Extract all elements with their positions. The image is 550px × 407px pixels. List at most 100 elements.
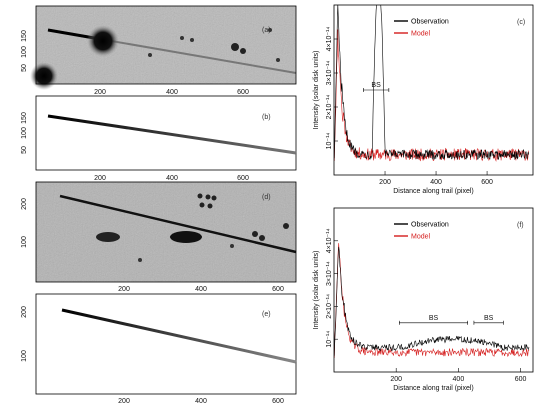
chart-f: 200 400 600 10⁻¹⁴ 2×10⁻¹⁴ 3×10⁻¹⁴ 4×10⁻¹⁴ Dista… [313,207,534,392]
x-tick-label: 600 [272,398,284,405]
x-axis-title: Distance along trail (pixel) [393,385,474,392]
x-tick-label: 600 [515,376,527,383]
panel-a-yticks: 150 100 50 [21,30,28,72]
panel-tag: (f) [517,222,524,229]
x-tick-label: 600 [481,179,493,186]
y-tick-label: 200 [21,198,28,210]
panel-d-star [252,231,258,237]
panel-a-star [268,28,272,32]
panel-d-star [211,195,217,201]
x-tick-label: 200 [94,89,106,96]
x-tick-label: 400 [166,175,178,182]
y-tick-label: 100 [21,127,28,139]
y-tick-label: 2×10⁻¹⁴ [326,294,333,319]
annotation-label: BS [429,315,439,322]
panel-e-frame [35,293,297,395]
panel-e-xticks: 200 400 600 [118,398,284,405]
panel-d-star [207,203,213,209]
chart-c: 200 400 600 10⁻¹⁴ 2×10⁻¹⁴ 3×10⁻¹⁴ 4×10⁻¹⁴ Dista… [313,4,534,195]
panel-d-star [197,193,203,199]
panel-a-grain [36,6,296,84]
x-tick-label: 400 [430,179,442,186]
plot-frame [333,207,534,373]
panel-d-star-cluster [170,231,202,243]
panel-d-yticks: 200 100 [21,198,28,248]
panel-a-xticks: 200 400 600 [94,89,249,96]
panel-e-yticks: 200 100 [21,306,28,362]
y-tick-label: 3×10⁻¹⁴ [326,61,333,86]
x-tick-label: 200 [390,376,402,383]
x-tick-label: 200 [379,179,391,186]
panel-b-trail [47,114,297,155]
x-tick-label: 600 [272,286,284,293]
y-tick-label: 10⁻¹⁴ [326,133,333,150]
y-tick-label: 50 [21,146,28,154]
y-tick-label: 200 [21,306,28,318]
panel-b: (b) 200 400 600 150 100 50 [21,95,297,182]
panel-e-tag: (e) [262,311,271,318]
panel-a-star [231,43,239,51]
legend-label: Observation [411,19,449,26]
panel-b-yticks: 150 100 50 [21,112,28,154]
panel-a-tag: (a) [262,27,271,34]
y-axis-title: Intensity (solar disk units) [313,51,320,130]
panel-a-star [148,53,152,57]
y-tick-label: 2×10⁻¹⁴ [326,95,333,120]
panel-b-tag: (b) [262,114,271,121]
series-line-observation [334,5,529,161]
panel-e-trail [61,308,297,364]
legend-label: Model [411,234,431,241]
panel-d-star [283,223,289,229]
y-tick-label: 150 [21,30,28,42]
y-axis-title: Intensity (solar disk units) [313,251,320,330]
series-group [334,243,530,358]
panel-a-star [180,36,184,40]
panel-d: (d) 200 400 600 200 100 [21,181,297,293]
y-tick-label: 50 [21,64,28,72]
panel-a-star [240,48,246,54]
x-tick-label: 400 [166,89,178,96]
panel-b-xticks: 200 400 600 [94,175,249,182]
y-tick-label: 10⁻¹⁴ [326,331,333,348]
y-tick-label: 100 [21,350,28,362]
y-tick-label: 4×10⁻¹⁴ [326,27,333,52]
annotation-label: BS [371,82,381,89]
plot-frame [333,4,534,176]
series-line-model [334,243,530,358]
series-line-observation [334,246,530,356]
panel-d-star [205,194,211,200]
x-tick-label: 600 [237,89,249,96]
legend-label: Model [411,31,431,38]
y-tick-label: 100 [21,236,28,248]
panel-d-star [199,202,205,208]
x-axis-title: Distance along trail (pixel) [393,188,474,195]
x-tick-label: 200 [118,398,130,405]
panel-tag: (c) [517,19,525,26]
y-tick-label: 4×10⁻¹⁴ [326,228,333,253]
annotation-label: BS [484,315,494,322]
y-tick-label: 100 [21,46,28,58]
panel-a-frame [35,5,297,85]
panel-a-star [276,58,280,62]
panel-a-corner-star [30,62,58,90]
series-group [334,5,529,162]
panel-d-trail [59,194,297,254]
y-tick-label: 3×10⁻¹⁴ [326,261,333,286]
panel-d-star [259,235,265,241]
panel-d-star [138,258,142,262]
x-tick-label: 200 [94,175,106,182]
panel-a-star [190,38,194,42]
panel-d-xticks: 200 400 600 [118,286,284,293]
panel-d-frame [35,181,297,283]
panel-d-tag: (d) [262,194,271,201]
panel-a: (a) 200 400 600 150 100 50 [21,5,297,96]
y-tick-label: 150 [21,112,28,124]
legend-label: Observation [411,222,449,229]
panel-d-star-cluster [96,232,120,242]
x-tick-label: 400 [195,286,207,293]
series-line-model [334,29,529,162]
panel-e: (e) 200 400 600 200 100 [21,293,297,405]
panel-a-bright-star [87,25,119,57]
x-tick-label: 400 [453,376,465,383]
